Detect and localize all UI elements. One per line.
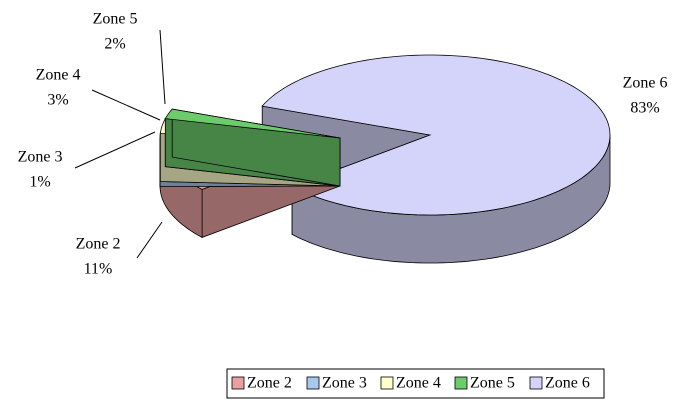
data-label-name: Zone 4 [36, 67, 81, 84]
leader-line [136, 221, 163, 259]
legend-swatch [454, 376, 468, 390]
slice [261, 54, 611, 216]
data-label-name: Zone 2 [76, 236, 121, 253]
data-label-value: 2% [104, 36, 125, 53]
legend-swatch [529, 376, 543, 390]
legend-swatch [231, 376, 245, 390]
data-label-value: 1% [29, 174, 50, 191]
slice [164, 108, 341, 139]
slice-wall-shade [292, 135, 610, 263]
data-label-value: 3% [47, 92, 68, 109]
legend-swatch [380, 376, 394, 390]
leader-line [91, 89, 161, 121]
leader-line [159, 29, 166, 105]
leader-line [74, 131, 156, 169]
legend-label: Zone 5 [470, 375, 515, 392]
legend-label: Zone 2 [247, 375, 292, 392]
slice-side-shade [172, 109, 340, 186]
data-label-name: Zone 6 [623, 75, 668, 92]
data-label-name: Zone 5 [93, 11, 138, 28]
legend-label: Zone 4 [396, 375, 441, 392]
legend-label: Zone 6 [545, 375, 590, 392]
legend-swatch [306, 376, 320, 390]
data-label-name: Zone 3 [18, 149, 63, 166]
data-label-value: 11% [84, 261, 113, 278]
slice-wall-shade [160, 138, 203, 238]
data-label-value: 83% [630, 100, 659, 117]
legend-label: Zone 3 [322, 375, 367, 392]
